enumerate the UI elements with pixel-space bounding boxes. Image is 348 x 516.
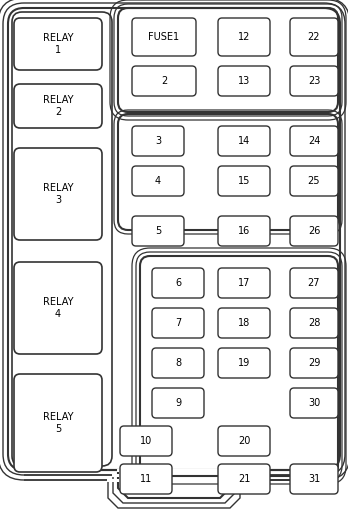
FancyBboxPatch shape [290,308,338,338]
FancyBboxPatch shape [290,388,338,418]
Text: 17: 17 [238,278,250,288]
Text: 16: 16 [238,226,250,236]
FancyBboxPatch shape [218,308,270,338]
Text: RELAY
4: RELAY 4 [43,297,73,319]
FancyBboxPatch shape [218,126,270,156]
Text: 22: 22 [308,32,320,42]
Text: 3: 3 [155,136,161,146]
FancyBboxPatch shape [290,126,338,156]
FancyBboxPatch shape [14,18,102,70]
FancyBboxPatch shape [290,66,338,96]
Text: 30: 30 [308,398,320,408]
Text: 19: 19 [238,358,250,368]
Text: 26: 26 [308,226,320,236]
FancyBboxPatch shape [218,18,270,56]
FancyBboxPatch shape [120,426,172,456]
Text: 21: 21 [238,474,250,484]
Text: FUSE1: FUSE1 [149,32,180,42]
FancyBboxPatch shape [218,348,270,378]
Text: 18: 18 [238,318,250,328]
FancyBboxPatch shape [290,268,338,298]
FancyBboxPatch shape [290,166,338,196]
Text: 9: 9 [175,398,181,408]
FancyBboxPatch shape [8,8,340,470]
Text: 2: 2 [161,76,167,86]
Text: 7: 7 [175,318,181,328]
FancyBboxPatch shape [132,166,184,196]
FancyBboxPatch shape [218,66,270,96]
Polygon shape [107,479,241,482]
FancyBboxPatch shape [290,348,338,378]
Text: 24: 24 [308,136,320,146]
FancyBboxPatch shape [152,268,204,298]
FancyBboxPatch shape [152,388,204,418]
Text: 27: 27 [308,278,320,288]
FancyBboxPatch shape [152,308,204,338]
Text: 20: 20 [238,436,250,446]
FancyBboxPatch shape [14,84,102,128]
Text: 14: 14 [238,136,250,146]
Text: 31: 31 [308,474,320,484]
Polygon shape [112,474,236,477]
FancyBboxPatch shape [218,166,270,196]
Text: 10: 10 [140,436,152,446]
FancyBboxPatch shape [14,148,102,240]
FancyBboxPatch shape [14,262,102,354]
FancyBboxPatch shape [218,268,270,298]
Polygon shape [117,469,231,472]
Text: RELAY
3: RELAY 3 [43,183,73,205]
FancyBboxPatch shape [290,216,338,246]
Text: 23: 23 [308,76,320,86]
Text: RELAY
5: RELAY 5 [43,412,73,434]
FancyBboxPatch shape [132,66,196,96]
FancyBboxPatch shape [14,374,102,472]
Text: 15: 15 [238,176,250,186]
Text: 11: 11 [140,474,152,484]
FancyBboxPatch shape [120,464,172,494]
Text: 12: 12 [238,32,250,42]
FancyBboxPatch shape [218,216,270,246]
Text: 6: 6 [175,278,181,288]
FancyBboxPatch shape [132,18,196,56]
Text: RELAY
1: RELAY 1 [43,33,73,55]
Text: 13: 13 [238,76,250,86]
Text: RELAY
2: RELAY 2 [43,95,73,117]
FancyBboxPatch shape [290,18,338,56]
FancyBboxPatch shape [0,0,348,480]
FancyBboxPatch shape [290,464,338,494]
FancyBboxPatch shape [152,348,204,378]
FancyBboxPatch shape [218,426,270,456]
Text: 28: 28 [308,318,320,328]
FancyBboxPatch shape [132,216,184,246]
FancyBboxPatch shape [132,126,184,156]
FancyBboxPatch shape [3,3,345,475]
Text: 8: 8 [175,358,181,368]
Text: 29: 29 [308,358,320,368]
Text: 25: 25 [308,176,320,186]
Text: 4: 4 [155,176,161,186]
Text: 5: 5 [155,226,161,236]
FancyBboxPatch shape [218,464,270,494]
